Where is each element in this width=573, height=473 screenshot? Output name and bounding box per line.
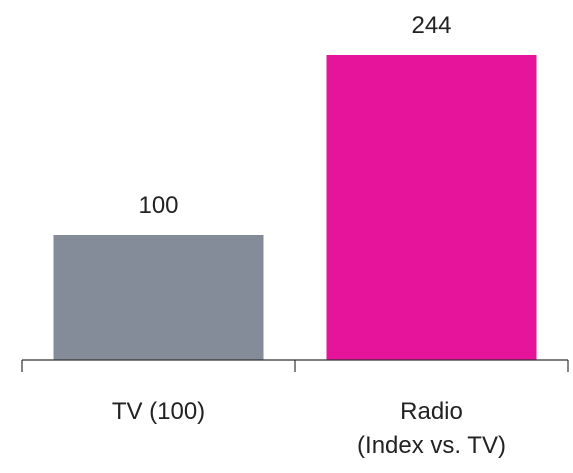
bar bbox=[326, 55, 537, 360]
value-label: 100 bbox=[138, 192, 178, 219]
x-tick-label: Radio (Index vs. TV) bbox=[357, 398, 506, 459]
bar bbox=[53, 235, 264, 360]
value-label: 244 bbox=[411, 12, 451, 39]
x-tick-label: TV (100) bbox=[111, 398, 206, 425]
